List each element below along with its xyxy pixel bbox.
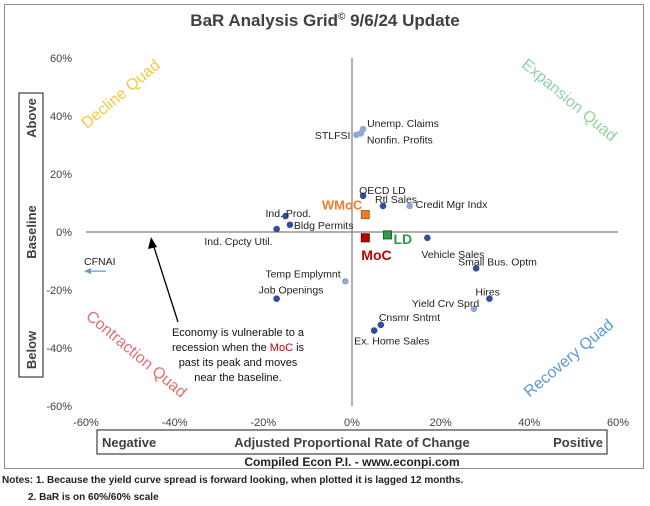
x-label-positive: Positive [553, 435, 603, 450]
chart-subtitle: Compiled Econ P.I. - www.econpi.com [244, 455, 459, 469]
y-tick-label: 40% [50, 111, 72, 123]
y-tick-label: -40% [46, 343, 72, 355]
point-label: Yield Crv Sprd [412, 298, 479, 310]
quadrant-label-contraction: Contraction Quad [82, 308, 189, 402]
annotation-line-4: near the baseline. [194, 372, 281, 384]
y-tick-label: 0% [56, 227, 72, 239]
data-point [406, 202, 413, 210]
data-point [273, 225, 280, 233]
y-label-baseline: Baseline [24, 205, 39, 258]
point-label: Rtl Sales [375, 194, 417, 206]
x-tick-label: 0% [344, 417, 360, 429]
point-label: Nonfin. Profits [367, 134, 433, 146]
data-point [286, 221, 294, 229]
annotation-line-1: Economy is vulnerable to a [172, 327, 305, 339]
annotation-arrow-icon [148, 237, 157, 249]
data-point [470, 305, 478, 313]
y-tick-label: -20% [46, 285, 72, 297]
point-label: OECD LD [359, 185, 406, 197]
data-point [282, 212, 289, 220]
marker-wmoc [360, 210, 370, 220]
data-point [424, 234, 431, 242]
marker-label-ld: LD [393, 231, 412, 247]
cfnai-arrow-icon [84, 268, 91, 275]
data-point [486, 295, 493, 303]
point-label: Unemp. Claims [367, 118, 439, 130]
annotation-text: recession when the [172, 342, 270, 354]
point-label: Job Openings [259, 285, 324, 297]
x-label-box [96, 429, 608, 455]
annotation-moc: MoC [270, 342, 293, 354]
data-point [379, 202, 387, 210]
data-point [359, 192, 367, 200]
x-tick-label: 60% [607, 417, 629, 429]
data-point [273, 295, 280, 303]
marker-label-wmoc: WMoC [322, 198, 363, 213]
annotation-text: is [293, 342, 305, 354]
y-tick-label: 60% [50, 53, 72, 65]
annotation-arrow-line [152, 243, 179, 323]
point-label: Ind. Cpcty Util. [204, 236, 272, 248]
marker-label-moc: MoC [361, 247, 391, 263]
annotation-line-3: past its peak and moves [179, 357, 298, 369]
x-tick-label: -40% [162, 417, 188, 429]
y-label-above: Above [24, 98, 39, 138]
quadrant-label-expansion: Expansion Quad [518, 56, 620, 145]
point-label: Vehicle Sales [421, 249, 484, 261]
data-point [472, 264, 480, 272]
point-label: Hires [475, 287, 500, 299]
note-2: 2. BaR is on 60%/60% scale [28, 492, 159, 503]
x-tick-label: 20% [430, 417, 452, 429]
y-tick-label: 20% [50, 169, 72, 181]
marker-ld [382, 230, 392, 240]
x-axis-label: Adjusted Proportional Rate of Change [234, 435, 469, 450]
x-label-negative: Negative [102, 435, 156, 450]
y-label-below: Below [24, 330, 39, 369]
point-label: Cnsmr Sntmt [379, 312, 440, 324]
data-point [377, 321, 385, 329]
data-point [357, 130, 365, 137]
data-point [342, 278, 349, 285]
point-label: Ex. Home Sales [354, 336, 429, 348]
x-tick-label: -60% [73, 417, 99, 429]
annotation-line-2: recession when the MoC is [172, 342, 305, 354]
point-label: Ind. Prod. [266, 208, 312, 220]
data-point [370, 327, 378, 334]
x-tick-label: 40% [518, 417, 540, 429]
chart-frame: BaR Analysis Grid© 9/6/24 Update [4, 4, 644, 469]
cfnai-label: CFNAI [84, 256, 116, 268]
quadrant-label-decline: Decline Quad [79, 57, 164, 132]
chart-title: BaR Analysis Grid© 9/6/24 Update [190, 11, 460, 30]
point-label: STLFSI [315, 130, 351, 142]
point-label: Small Bus. Optm [458, 256, 537, 268]
marker-moc [360, 233, 370, 243]
point-label: Temp Emplymnt [265, 268, 340, 280]
note-1: Notes: 1. Because the yield curve spread… [2, 475, 464, 486]
point-label: Credit Mgr Indx [416, 199, 489, 211]
quadrant-label-recovery: Recovery Quad [521, 316, 617, 400]
notes: Notes: 1. Because the yield curve spread… [2, 472, 463, 506]
y-tick-label: -60% [46, 401, 72, 413]
x-tick-label: -20% [250, 417, 276, 429]
y-label-box [18, 92, 44, 378]
point-label: Bldg Permits [294, 220, 354, 232]
